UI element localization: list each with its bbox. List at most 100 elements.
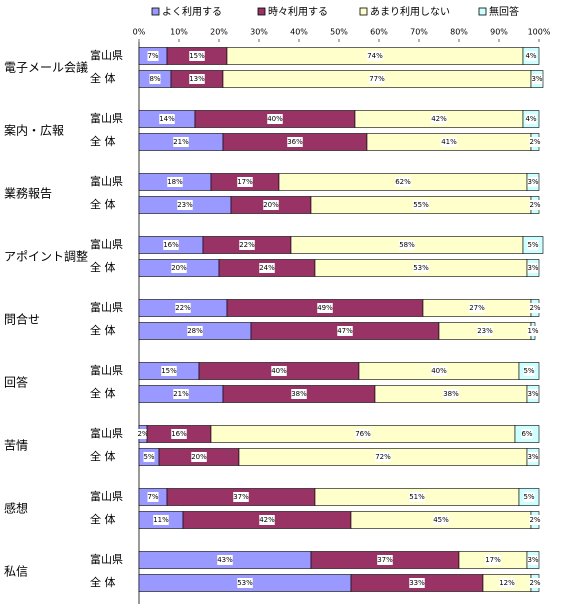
value-label-bg (409, 578, 425, 588)
value-label-bg (523, 366, 535, 376)
value-label-bg (147, 492, 159, 502)
value-label: 20% (191, 453, 207, 461)
value-label-bg (317, 303, 333, 313)
value-label-bg (153, 515, 169, 525)
value-label: 3% (527, 264, 538, 272)
value-label-bg (337, 326, 353, 336)
value-label-bg (433, 515, 449, 525)
value-label: 53% (413, 264, 429, 272)
value-label-bg (529, 515, 541, 525)
value-label-bg (259, 515, 275, 525)
value-label: 40% (431, 367, 447, 375)
value-label: 4% (525, 115, 536, 123)
value-label-bg (355, 429, 371, 439)
row-label: 富山県 (90, 552, 123, 566)
value-label-bg (171, 429, 187, 439)
value-label-bg (149, 74, 161, 84)
value-label: 12% (499, 579, 515, 587)
row-label: 富山県 (90, 489, 123, 503)
value-label: 5% (523, 367, 534, 375)
group-label: 私信 (4, 565, 28, 579)
x-tick-label: 0% (133, 28, 146, 37)
value-label-bg (523, 492, 535, 502)
row-label: 全 体 (90, 134, 116, 148)
value-label: 20% (171, 264, 187, 272)
value-label: 14% (159, 115, 175, 123)
value-label: 8% (149, 75, 160, 83)
row-label: 富山県 (90, 111, 123, 125)
value-label-bg (147, 51, 159, 61)
value-label: 43% (217, 556, 233, 564)
value-label: 24% (259, 264, 275, 272)
value-label: 22% (175, 304, 191, 312)
row-label: 富山県 (90, 48, 123, 62)
value-label-bg (477, 326, 493, 336)
legend-swatch (257, 7, 266, 16)
value-label: 37% (233, 493, 249, 501)
value-label-bg (485, 555, 501, 565)
x-tick-label: 50% (330, 28, 348, 37)
value-label: 15% (189, 52, 205, 60)
group-label: 業務報告 (4, 187, 52, 201)
value-label-bg (237, 578, 253, 588)
value-label: 77% (369, 75, 385, 83)
x-tick-label: 20% (210, 28, 228, 37)
value-label: 3% (527, 178, 538, 186)
value-label-bg (137, 429, 149, 439)
value-label-bg (527, 389, 539, 399)
value-label: 47% (337, 327, 353, 335)
group-label: アポイント調整 (4, 249, 88, 264)
value-label: 11% (153, 516, 169, 524)
legend-swatch (359, 7, 368, 16)
row-label: 富山県 (90, 300, 123, 314)
row-label: 全 体 (90, 260, 116, 274)
value-label: 7% (147, 52, 158, 60)
row-label: 全 体 (90, 71, 116, 85)
legend-label: 無回答 (489, 5, 519, 18)
value-label: 15% (161, 367, 177, 375)
value-label-bg (525, 51, 537, 61)
value-label: 2% (529, 201, 540, 209)
value-label-bg (259, 263, 275, 273)
value-label-bg (267, 114, 283, 124)
value-label: 74% (367, 52, 383, 60)
value-label: 55% (413, 201, 429, 209)
group-label: 感想 (4, 501, 28, 516)
value-label: 62% (395, 178, 411, 186)
value-label-bg (527, 555, 539, 565)
value-label-bg (375, 452, 391, 462)
x-tick-label: 60% (370, 28, 388, 37)
value-label-bg (529, 578, 541, 588)
value-label: 21% (173, 138, 189, 146)
value-label-bg (367, 51, 383, 61)
value-label: 3% (531, 75, 542, 83)
value-label-bg (441, 137, 457, 147)
value-label: 41% (441, 138, 457, 146)
x-tick-label: 100% (528, 28, 551, 37)
x-tick-label: 10% (170, 28, 188, 37)
value-label: 20% (263, 201, 279, 209)
value-label: 22% (239, 241, 255, 249)
value-label: 38% (291, 390, 307, 398)
value-label: 36% (287, 138, 303, 146)
value-label-bg (527, 177, 539, 187)
value-label: 37% (377, 556, 393, 564)
value-label: 38% (443, 390, 459, 398)
value-label: 13% (189, 75, 205, 83)
value-label: 18% (167, 178, 183, 186)
value-label-bg (161, 366, 177, 376)
value-label-bg (217, 555, 233, 565)
value-label-bg (431, 114, 447, 124)
value-label-bg (369, 74, 385, 84)
x-tick-label: 30% (250, 28, 268, 37)
row-label: 全 体 (90, 449, 116, 463)
value-label-bg (527, 326, 539, 336)
value-label: 16% (171, 430, 187, 438)
value-label: 3% (527, 453, 538, 461)
value-label-bg (291, 389, 307, 399)
value-label-bg (237, 177, 253, 187)
value-label-bg (521, 429, 533, 439)
x-tick-label: 70% (410, 28, 428, 37)
value-label-bg (191, 452, 207, 462)
value-label: 6% (521, 430, 532, 438)
